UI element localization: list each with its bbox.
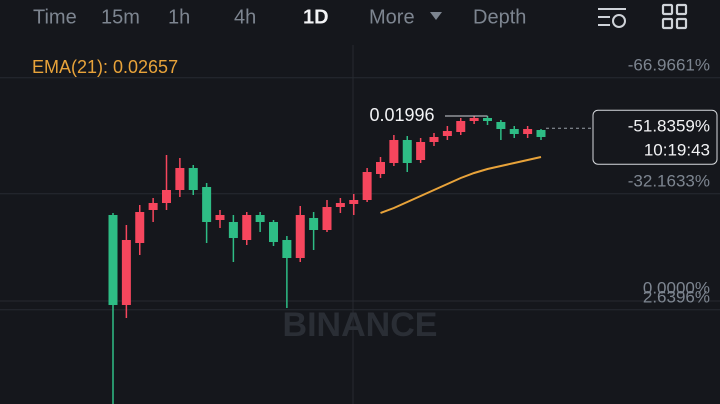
ema-line — [380, 156, 542, 214]
candle-body — [175, 168, 185, 190]
price-tag-value: -51.8359% — [628, 117, 710, 136]
candle-body — [309, 218, 319, 230]
candle-body — [148, 203, 158, 210]
tab[interactable]: 15m — [101, 6, 140, 28]
candle-body — [255, 215, 265, 222]
candle-body — [509, 129, 519, 134]
candle-body — [523, 129, 533, 134]
candle-body — [135, 212, 145, 243]
candle-body — [349, 200, 359, 204]
y-tick-label: 2.6396% — [643, 287, 710, 306]
candle-body — [335, 203, 345, 207]
y-tick-label: -32.1633% — [628, 171, 710, 190]
candle-body — [202, 187, 212, 222]
candle-body — [536, 130, 546, 137]
candle-body — [282, 240, 292, 258]
tab-bar: Time 15m 1h 4h 1D More Depth — [33, 6, 526, 28]
tab[interactable]: 1h — [168, 6, 190, 28]
candle-body — [496, 122, 506, 129]
candle-body — [108, 215, 118, 305]
candle-body — [188, 168, 198, 190]
candle-body — [469, 118, 479, 121]
candle-body — [483, 118, 492, 121]
icon-settings[interactable] — [598, 8, 626, 28]
candle-body — [215, 215, 225, 220]
tab[interactable]: 1D — [303, 6, 329, 28]
icon-layout[interactable] — [661, 3, 688, 30]
candle-body — [228, 222, 238, 238]
candle-body — [322, 207, 332, 230]
ema-label: EMA(21): 0.02657 — [32, 57, 178, 77]
tab[interactable]: More — [369, 6, 415, 28]
price-tag-time: 10:19:43 — [644, 141, 710, 160]
candle-body — [121, 240, 131, 305]
candle-body — [162, 190, 171, 203]
candle-body — [402, 140, 412, 163]
annotation: 0.01996 — [369, 105, 434, 125]
candle-body — [389, 140, 399, 163]
candle-body — [376, 162, 385, 174]
y-tick-label: 0.0000% — [643, 278, 710, 297]
candle-body — [456, 121, 466, 132]
tab[interactable]: 4h — [234, 6, 256, 28]
candle-body — [429, 137, 439, 142]
candle-body — [442, 131, 452, 136]
candle-body — [269, 222, 278, 242]
plot: -66.9661% -32.1633% 0.0000%2.6396% 0.01996 -… — [0, 55, 720, 404]
tab[interactable]: Depth — [473, 6, 526, 28]
candle-body — [295, 215, 305, 258]
candle-body — [416, 142, 426, 160]
candle-body — [242, 215, 252, 240]
y-tick-label: -66.9661% — [628, 55, 710, 74]
dropdown-arrow — [430, 12, 442, 20]
watermark: BINANCE — [283, 306, 438, 344]
tab[interactable]: Time — [33, 6, 77, 28]
candle-body — [362, 172, 372, 200]
price-tag — [592, 109, 718, 165]
